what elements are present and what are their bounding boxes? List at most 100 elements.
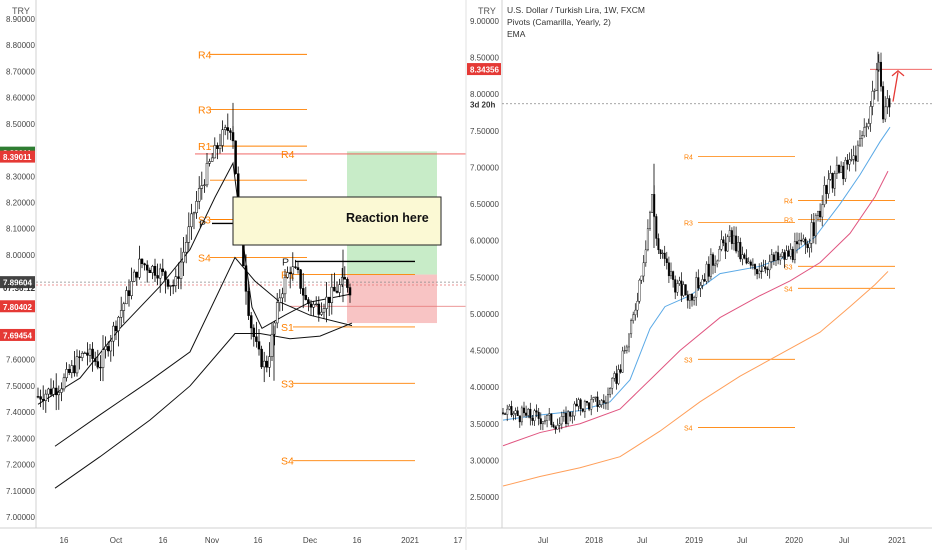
candle-body (257, 341, 261, 350)
candle-body (158, 268, 162, 279)
right-x-tick: Jul (538, 536, 548, 545)
left-x-axis[interactable]: 16 Oct 16 Nov 16 Dec 16 2021 17 (60, 536, 463, 545)
left-x-tick: 2021 (401, 536, 419, 545)
candle-body (745, 257, 748, 264)
candle-body (680, 280, 683, 296)
candle-body (512, 413, 515, 416)
candle-body (192, 212, 196, 215)
right-y-tick: 8.50000 (470, 54, 499, 63)
candle-body (213, 145, 217, 159)
candle-body (184, 242, 188, 253)
candle-body (796, 241, 799, 245)
candle-body (886, 98, 889, 108)
candle-body (844, 159, 847, 180)
left-y-tick: 8.60000 (6, 94, 35, 103)
candle-body (304, 295, 308, 300)
candle-body (625, 346, 628, 351)
candle-body (525, 412, 528, 416)
candle-body (676, 283, 679, 293)
candle-body (335, 290, 339, 293)
candle-body (203, 184, 206, 186)
candle-body (691, 293, 694, 301)
candle-body (808, 243, 811, 249)
candle-body (301, 288, 305, 296)
candle-body (573, 403, 576, 417)
target-arrow (892, 72, 899, 102)
candle-body (762, 266, 765, 272)
candle-body (724, 242, 727, 252)
left-y-tick: 7.00000 (6, 513, 35, 522)
right-y-tick: 3.00000 (470, 456, 499, 465)
right-y-tick: 8.00000 (470, 90, 499, 99)
candle-body (823, 185, 826, 205)
candle-body (785, 250, 788, 260)
candle-body (546, 415, 549, 421)
candle-body (579, 399, 582, 409)
candle-body (821, 204, 824, 218)
candle-body (756, 268, 759, 275)
price-tag-label: 7.80402 (3, 303, 32, 312)
price-tag (0, 276, 35, 289)
candle-body (695, 277, 698, 298)
candle-body (179, 261, 183, 279)
candle-body (265, 360, 269, 368)
candle-body (793, 241, 796, 260)
candle-body (539, 418, 542, 425)
right-y-tick: 7.50000 (470, 127, 499, 136)
candle-body (288, 272, 292, 275)
candle-body (577, 399, 580, 407)
candle-body (856, 144, 859, 162)
right-y-tick: 2.50000 (470, 493, 499, 502)
candle-body (743, 254, 746, 259)
candle-body (789, 249, 792, 257)
candle-body (600, 400, 603, 406)
candle-body (586, 400, 589, 403)
pivot-label: S4 (784, 286, 793, 293)
right-indicator-ema: EMA (507, 29, 526, 39)
candle-body (632, 314, 635, 321)
candle-body (814, 215, 817, 237)
candle-body (544, 420, 547, 422)
right-y-tick: 5.00000 (470, 310, 499, 319)
candle-body (130, 281, 133, 296)
candle-body (569, 411, 572, 417)
candle-body (101, 349, 105, 368)
candle-body (197, 188, 201, 202)
right-x-tick: Jul (839, 536, 849, 545)
candle-body (325, 296, 328, 309)
price-tag (467, 63, 501, 76)
candle-body (145, 264, 149, 271)
left-y-tick: 8.90000 (6, 15, 35, 24)
left-y-tick: 7.50000 (6, 382, 35, 391)
left-x-tick: Nov (205, 536, 219, 545)
candle-body (735, 235, 738, 252)
candle-body (278, 297, 282, 303)
left-chart-panel[interactable]: TRY 8.90000 8.80000 8.70000 8.60000 8.50000 8… (0, 0, 466, 550)
left-y-tick: 8.50000 (6, 120, 35, 129)
left-y-tick: 7.20000 (6, 461, 35, 470)
candle-body (330, 286, 334, 304)
candle-body (234, 140, 237, 174)
candle-body (829, 173, 832, 180)
candle-body (552, 424, 555, 428)
reaction-box[interactable] (232, 196, 442, 246)
right-chart-title: U.S. Dollar / Turkish Lira, 1W, FXCM (507, 5, 645, 15)
right-chart-panel[interactable]: TRY U.S. Dollar / Turkish Lira, 1W, FXCM… (467, 0, 932, 550)
candle-body (657, 238, 660, 251)
right-y-axis[interactable]: 9.00000 8.50000 8.00000 7.50000 7.00000 6.500… (470, 17, 499, 502)
right-y-tick: 9.00000 (470, 17, 499, 26)
candle-body (869, 106, 872, 124)
candle-body (613, 373, 616, 379)
candle-body (556, 425, 559, 430)
candle-body (733, 235, 736, 244)
candle-body (835, 164, 838, 174)
candle-body (760, 270, 763, 272)
stop-zone[interactable] (347, 274, 437, 324)
right-price-tags: 8.34356 3d 20h (467, 63, 501, 109)
left-y-tick: 7.10000 (6, 487, 35, 496)
candle-body (800, 239, 803, 242)
left-y-tick: 8.80000 (6, 41, 35, 50)
right-x-axis[interactable]: Jul 2018 Jul 2019 Jul 2020 Jul 2021 (538, 536, 907, 545)
candle-body (575, 403, 578, 407)
candle-body (602, 400, 605, 403)
